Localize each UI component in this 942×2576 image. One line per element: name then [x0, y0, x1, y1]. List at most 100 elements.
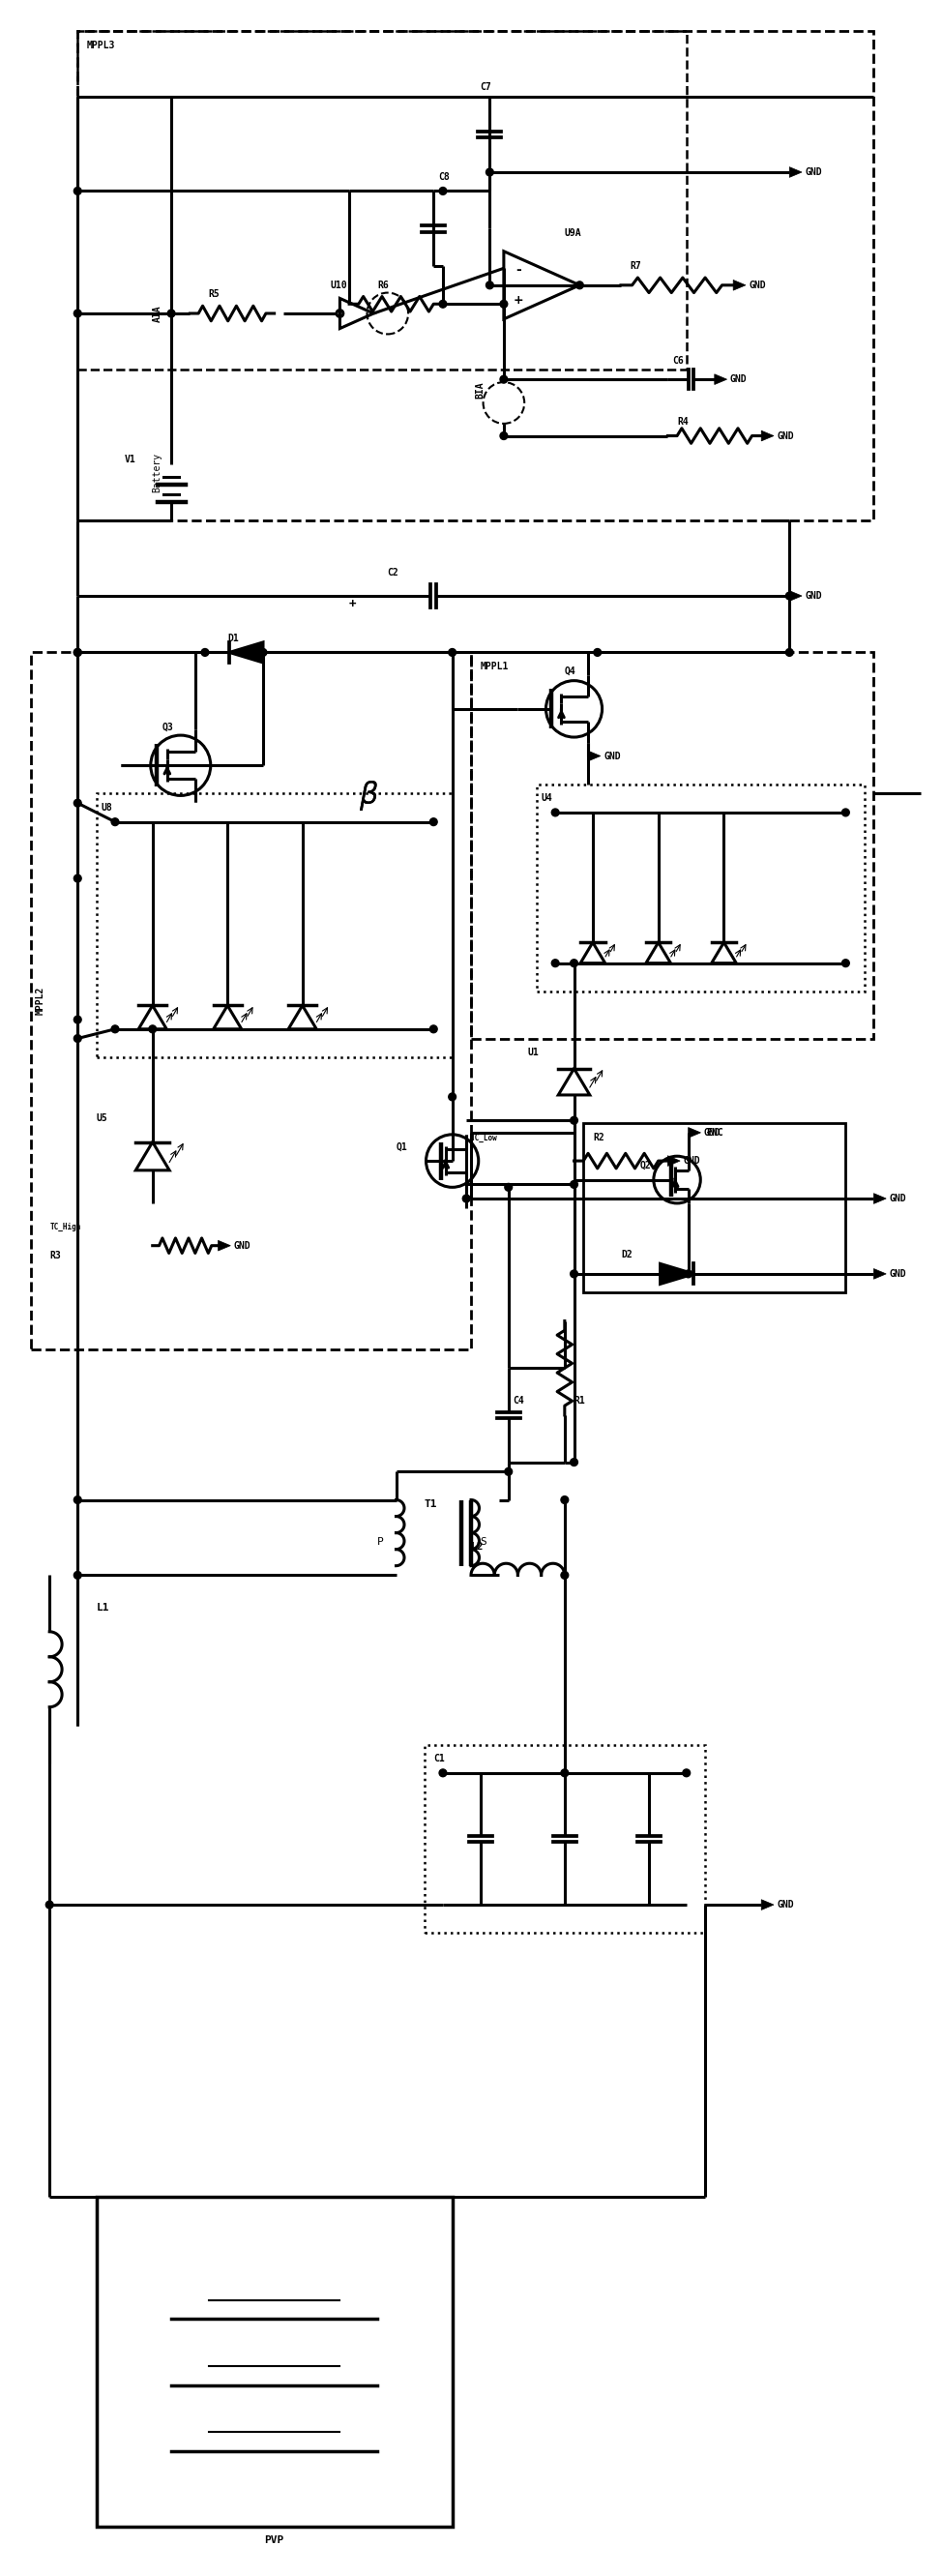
- Circle shape: [500, 433, 508, 440]
- Text: D1: D1: [227, 634, 239, 644]
- Polygon shape: [874, 1270, 886, 1280]
- Text: +: +: [349, 598, 356, 611]
- Text: $\beta$: $\beta$: [359, 778, 379, 811]
- Text: U4: U4: [542, 793, 553, 804]
- Text: U10: U10: [331, 281, 348, 291]
- Text: TC_High: TC_High: [50, 1224, 81, 1231]
- Polygon shape: [288, 1005, 317, 1028]
- Polygon shape: [689, 1128, 701, 1139]
- Circle shape: [149, 1025, 156, 1033]
- Circle shape: [202, 649, 209, 657]
- Text: R5: R5: [209, 289, 220, 299]
- Circle shape: [786, 649, 793, 657]
- Text: C6: C6: [673, 355, 684, 366]
- Circle shape: [463, 1195, 470, 1203]
- Bar: [583, 1123, 846, 1293]
- Text: ENC: ENC: [706, 1128, 723, 1139]
- Polygon shape: [733, 281, 746, 291]
- Polygon shape: [668, 1157, 680, 1167]
- Text: U9A: U9A: [564, 229, 582, 237]
- Text: MPPL2: MPPL2: [36, 987, 45, 1015]
- Text: R2: R2: [593, 1133, 604, 1141]
- Circle shape: [73, 188, 81, 196]
- Bar: [31, 652, 471, 1350]
- Text: C1: C1: [433, 1754, 445, 1765]
- Circle shape: [552, 958, 559, 966]
- Polygon shape: [580, 943, 605, 963]
- Polygon shape: [761, 430, 773, 440]
- Text: GND: GND: [683, 1157, 700, 1167]
- Text: AIA: AIA: [153, 304, 162, 322]
- Polygon shape: [646, 943, 671, 963]
- Circle shape: [168, 309, 175, 317]
- Text: C2: C2: [387, 567, 398, 577]
- Text: GND: GND: [777, 430, 794, 440]
- Circle shape: [842, 809, 850, 817]
- Text: P: P: [378, 1538, 384, 1548]
- Polygon shape: [219, 1242, 231, 1252]
- Bar: [471, 652, 874, 1038]
- Polygon shape: [789, 167, 802, 178]
- Circle shape: [570, 958, 577, 966]
- Text: L2: L2: [471, 1543, 484, 1551]
- Circle shape: [505, 1468, 512, 1476]
- Text: MPPL3: MPPL3: [87, 41, 115, 49]
- Text: Q3: Q3: [162, 724, 173, 732]
- Circle shape: [259, 649, 267, 657]
- Text: D2: D2: [621, 1249, 632, 1260]
- Text: GND: GND: [889, 1270, 906, 1278]
- Polygon shape: [874, 1193, 886, 1203]
- Polygon shape: [660, 1265, 694, 1283]
- Text: U1: U1: [528, 1048, 539, 1056]
- Text: GND: GND: [777, 1901, 794, 1909]
- Text: U5: U5: [96, 1113, 107, 1123]
- Text: PVP: PVP: [265, 2535, 284, 2545]
- Text: C8: C8: [438, 173, 449, 180]
- Text: $\beta$: $\beta$: [359, 778, 379, 811]
- Text: R3: R3: [50, 1249, 61, 1260]
- Text: L1: L1: [96, 1602, 109, 1613]
- Text: R6: R6: [378, 281, 389, 291]
- Text: GND: GND: [804, 167, 822, 178]
- Bar: [77, 31, 874, 520]
- Bar: [537, 783, 865, 992]
- Text: MPPL1: MPPL1: [480, 662, 509, 672]
- Circle shape: [73, 1015, 81, 1023]
- Circle shape: [439, 188, 447, 196]
- Circle shape: [570, 1180, 577, 1188]
- Text: R1: R1: [574, 1396, 585, 1406]
- Circle shape: [111, 819, 119, 827]
- Circle shape: [430, 1025, 437, 1033]
- Circle shape: [73, 876, 81, 881]
- Circle shape: [560, 1770, 568, 1777]
- Circle shape: [685, 1270, 692, 1278]
- Text: TC_Low: TC_Low: [471, 1133, 497, 1141]
- Text: S: S: [480, 1538, 487, 1548]
- Circle shape: [683, 1770, 690, 1777]
- Circle shape: [448, 649, 456, 657]
- Text: Q2: Q2: [640, 1162, 651, 1170]
- Polygon shape: [214, 1005, 241, 1028]
- Circle shape: [439, 1770, 447, 1777]
- Circle shape: [73, 1497, 81, 1504]
- Text: U8: U8: [101, 804, 112, 814]
- Circle shape: [73, 649, 81, 657]
- Circle shape: [448, 1092, 456, 1100]
- Polygon shape: [789, 590, 802, 600]
- Text: GND: GND: [234, 1242, 251, 1249]
- Circle shape: [570, 1458, 577, 1466]
- Polygon shape: [715, 374, 727, 384]
- Circle shape: [486, 281, 494, 289]
- Bar: [96, 2197, 452, 2527]
- Circle shape: [560, 1497, 568, 1504]
- Polygon shape: [138, 1005, 167, 1028]
- Circle shape: [500, 301, 508, 307]
- Circle shape: [500, 376, 508, 384]
- Text: C7: C7: [480, 82, 492, 93]
- Circle shape: [73, 1571, 81, 1579]
- Text: +: +: [513, 294, 524, 307]
- Circle shape: [570, 1270, 577, 1278]
- Circle shape: [560, 1571, 568, 1579]
- Text: GND: GND: [604, 752, 621, 760]
- Polygon shape: [588, 750, 600, 760]
